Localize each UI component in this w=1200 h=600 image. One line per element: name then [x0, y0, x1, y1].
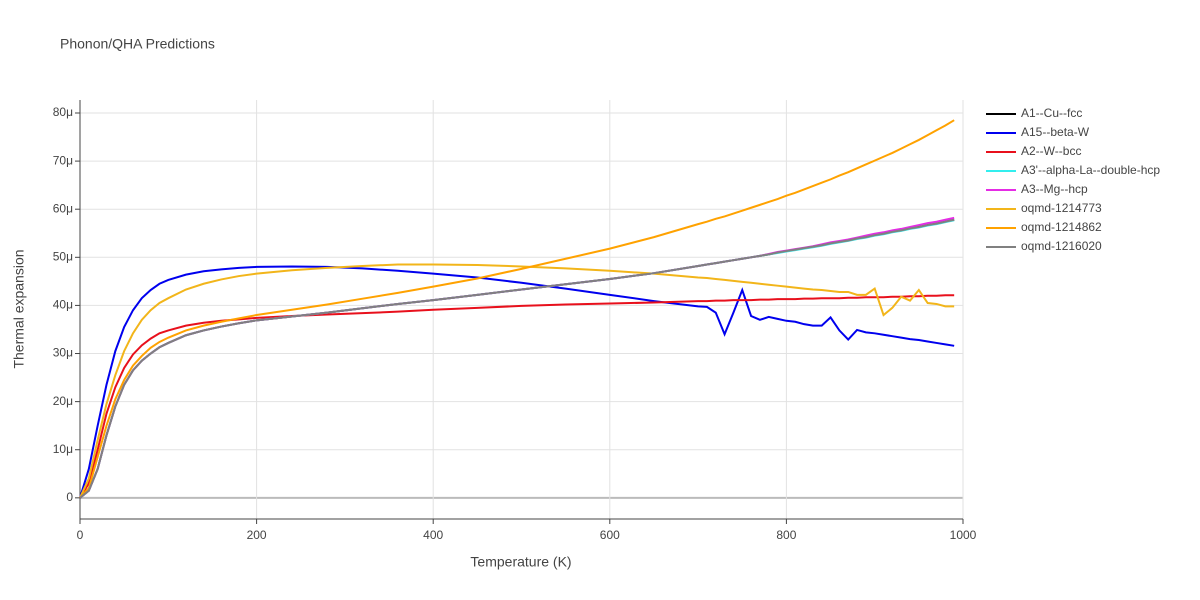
legend-label: A2--W--bcc	[1021, 144, 1081, 158]
series-line	[79, 218, 955, 499]
y-axis-title: Thermal expansion	[11, 249, 27, 368]
legend-label: oqmd-1214773	[1021, 201, 1102, 215]
series-line	[79, 294, 955, 499]
legend-label: oqmd-1216020	[1021, 239, 1102, 253]
series-line	[79, 119, 955, 499]
x-tick-label: 800	[776, 528, 796, 542]
y-tick-label: 30μ	[53, 346, 73, 360]
series-line	[79, 263, 955, 499]
x-tick-label: 600	[600, 528, 620, 542]
chart-title: Phonon/QHA Predictions	[60, 36, 215, 52]
y-tick-label: 0	[66, 490, 73, 504]
y-tick-label: 20μ	[53, 394, 73, 408]
y-tick-label: 50μ	[53, 249, 73, 263]
y-tick-label: 40μ	[53, 298, 73, 312]
series-line	[79, 216, 955, 499]
series-line	[79, 218, 955, 499]
y-tick-label: 70μ	[53, 153, 73, 167]
legend-label: A1--Cu--fcc	[1021, 106, 1082, 120]
x-tick-label: 1000	[950, 528, 977, 542]
y-tick-label: 80μ	[53, 105, 73, 119]
series-line	[79, 265, 955, 499]
legend-label: oqmd-1214862	[1021, 220, 1102, 234]
x-tick-label: 400	[423, 528, 443, 542]
legend-label: A3--Mg--hcp	[1021, 182, 1088, 196]
series-line	[79, 219, 955, 499]
legend-label: A3'--alpha-La--double-hcp	[1021, 163, 1160, 177]
x-tick-label: 200	[247, 528, 267, 542]
y-tick-label: 60μ	[53, 201, 73, 215]
x-axis-title: Temperature (K)	[470, 554, 571, 570]
y-tick-label: 10μ	[53, 442, 73, 456]
legend-label: A15--beta-W	[1021, 125, 1090, 139]
x-tick-label: 0	[77, 528, 84, 542]
